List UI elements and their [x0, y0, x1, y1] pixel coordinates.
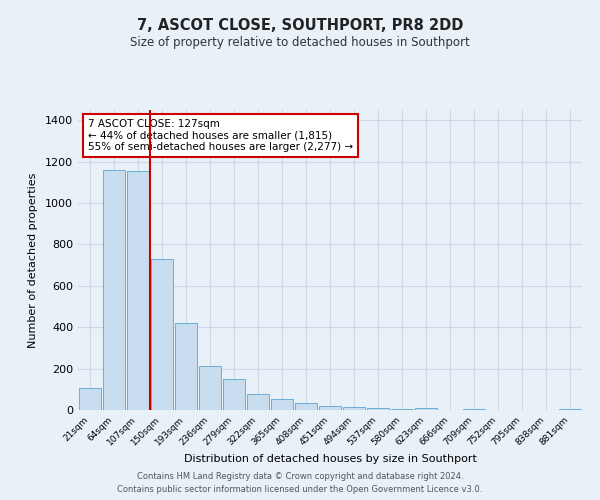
Text: Size of property relative to detached houses in Southport: Size of property relative to detached ho…	[130, 36, 470, 49]
Bar	[319, 406, 341, 410]
Bar	[367, 408, 389, 410]
Bar	[223, 379, 245, 410]
Text: 7 ASCOT CLOSE: 127sqm
← 44% of detached houses are smaller (1,815)
55% of semi-d: 7 ASCOT CLOSE: 127sqm ← 44% of detached …	[88, 119, 353, 152]
Bar	[79, 388, 101, 410]
Bar	[295, 403, 317, 410]
Bar	[175, 323, 197, 410]
Bar	[391, 409, 413, 410]
Bar	[199, 366, 221, 410]
Bar	[151, 259, 173, 410]
Y-axis label: Number of detached properties: Number of detached properties	[28, 172, 38, 348]
Bar	[343, 407, 365, 410]
Bar	[463, 409, 485, 410]
Text: Contains public sector information licensed under the Open Government Licence v3: Contains public sector information licen…	[118, 485, 482, 494]
Bar	[127, 171, 149, 410]
Text: 7, ASCOT CLOSE, SOUTHPORT, PR8 2DD: 7, ASCOT CLOSE, SOUTHPORT, PR8 2DD	[137, 18, 463, 32]
Bar	[415, 408, 437, 410]
Bar	[103, 170, 125, 410]
Text: Contains HM Land Registry data © Crown copyright and database right 2024.: Contains HM Land Registry data © Crown c…	[137, 472, 463, 481]
X-axis label: Distribution of detached houses by size in Southport: Distribution of detached houses by size …	[184, 454, 476, 464]
Bar	[559, 409, 581, 410]
Bar	[247, 394, 269, 410]
Bar	[271, 398, 293, 410]
